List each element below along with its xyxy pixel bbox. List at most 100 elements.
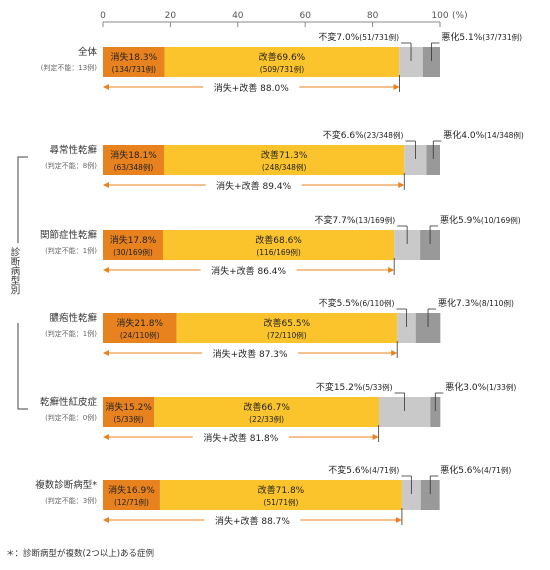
worse-pct: 悪化7.3%	[438, 297, 479, 309]
worse-pct: 悪化5.1%	[441, 31, 482, 43]
x-tick-label: 20	[165, 11, 177, 21]
group-label: 診断病型別	[9, 246, 21, 295]
x-axis-unit: (%)	[452, 11, 468, 21]
bar-segment-unchanged	[399, 47, 423, 77]
sum-label: 消失+改善 81.8%	[203, 432, 278, 444]
bar-segment-unchanged	[397, 313, 416, 343]
sum-label-bg	[205, 178, 302, 191]
category-note: (判定不能：3例)	[45, 496, 97, 505]
sum-arrow-head-right	[391, 350, 398, 356]
bar-segment-disappear	[103, 313, 177, 343]
sum-label: 消失+改善 87.3%	[213, 348, 288, 360]
worse-label: 悪化3.0%(1/33例)	[445, 381, 516, 393]
worse-count: (1/33例)	[486, 382, 516, 392]
improve-label: 改善66.7%	[243, 401, 290, 413]
sum-arrow-head-left	[103, 84, 109, 90]
improve-count: (509/731例)	[260, 64, 305, 74]
worse-pct: 悪化5.6%	[440, 464, 481, 476]
disappear-label: 消失16.9%	[108, 484, 155, 496]
disappear-label: 消失17.8%	[110, 234, 157, 246]
disappear-count: (5/33例)	[114, 414, 144, 424]
improve-count: (51/71例)	[263, 497, 298, 507]
x-tick-label: 80	[367, 11, 379, 21]
sum-label-bg	[203, 80, 300, 93]
improve-label: 改善69.6%	[259, 51, 306, 63]
unchanged-pct: 不変7.7%	[315, 214, 356, 226]
worse-count: (14/348例)	[484, 130, 524, 140]
unchanged-count: (13/169例)	[355, 215, 395, 225]
improve-count: (116/169例)	[256, 247, 301, 257]
bar-segment-improve	[176, 313, 398, 343]
worse-count: (8/110例)	[479, 298, 514, 308]
disappear-label: 消失21.8%	[116, 317, 163, 329]
bar-segment-unchanged	[401, 480, 421, 510]
bar-segment-disappear	[103, 145, 164, 175]
unchanged-count: (23/348例)	[364, 130, 404, 140]
bar-segment-disappear	[103, 47, 165, 77]
worse-label: 悪化5.9%(10/169例)	[440, 214, 521, 226]
worse-count: (4/71例)	[481, 465, 511, 475]
category-note: (判定不能：13例)	[41, 63, 98, 72]
x-tick-label: 60	[299, 11, 311, 21]
x-tick-label: 40	[232, 11, 244, 21]
sum-arrow-head-left	[103, 267, 109, 273]
disappear-count: (12/71例)	[114, 497, 149, 507]
category-note: (判定不能：1例)	[45, 329, 97, 338]
worse-pct: 悪化3.0%	[445, 381, 486, 393]
unchanged-label: 不変6.6%(23/348例)	[323, 129, 404, 141]
unchanged-pct: 不変5.5%	[319, 297, 360, 309]
unchanged-label: 不変5.5%(6/110例)	[319, 297, 395, 309]
disappear-label: 消失18.3%	[111, 51, 158, 63]
category-label: 複数診断病型*	[35, 479, 97, 491]
category-label: 膿疱性乾癬	[49, 312, 97, 324]
bar-segment-improve	[163, 145, 405, 175]
worse-label: 悪化4.0%(14/348例)	[443, 129, 524, 141]
category-note: (判定不能：1例)	[45, 246, 97, 255]
sum-label-bg	[192, 430, 289, 443]
bar-segment-worse	[420, 230, 440, 260]
bar-segment-disappear	[103, 480, 160, 510]
sum-label-bg	[204, 513, 301, 526]
category-label: 乾癬性紅皮症	[40, 396, 98, 408]
bar-segment-unchanged	[404, 145, 427, 175]
bar-segment-worse	[422, 47, 440, 77]
sum-arrow-head-left	[103, 350, 109, 356]
worse-pct: 悪化4.0%	[443, 129, 484, 141]
worse-count: (37/731例)	[482, 32, 522, 42]
bar-segment-worse	[420, 480, 440, 510]
unchanged-pct: 不変5.6%	[328, 464, 369, 476]
unchanged-count: (5/33例)	[362, 382, 392, 392]
bar-segment-disappear	[103, 397, 155, 427]
improve-count: (22/33例)	[249, 414, 284, 424]
bar-segment-worse	[426, 145, 440, 175]
sum-arrow-head-right	[372, 434, 379, 440]
sum-arrow-head-right	[395, 517, 402, 523]
unchanged-label: 不変5.6%(4/71例)	[328, 464, 399, 476]
unchanged-count: (51/731例)	[359, 32, 399, 42]
sum-label: 消失+改善 88.7%	[215, 515, 290, 527]
sum-arrow-head-left	[103, 434, 109, 440]
x-tick-label: 100	[431, 11, 448, 21]
unchanged-count: (6/110例)	[359, 298, 394, 308]
sum-arrow-head-right	[393, 84, 400, 90]
category-label: 全体	[78, 46, 98, 58]
disappear-count: (63/348例)	[114, 162, 154, 172]
worse-label: 悪化5.1%(37/731例)	[441, 31, 522, 43]
bar-segment-improve	[164, 47, 400, 77]
improve-label: 改善65.5%	[264, 317, 311, 329]
sum-label-bg	[200, 263, 297, 276]
improve-label: 改善68.6%	[255, 234, 302, 246]
bar-segment-worse	[430, 397, 441, 427]
disappear-count: (134/731例)	[112, 64, 157, 74]
worse-pct: 悪化5.9%	[440, 214, 481, 226]
category-note: (判定不能：0例)	[45, 413, 97, 422]
sum-label: 消失+改善 89.4%	[216, 180, 291, 192]
improve-label: 改善71.8%	[258, 484, 305, 496]
unchanged-label: 不変7.7%(13/169例)	[315, 214, 396, 226]
sum-label-bg	[202, 346, 299, 359]
improve-count: (72/110例)	[267, 330, 307, 340]
disappear-count: (30/169例)	[113, 247, 153, 257]
unchanged-pct: 不変6.6%	[323, 129, 364, 141]
improve-count: (248/348例)	[262, 162, 307, 172]
